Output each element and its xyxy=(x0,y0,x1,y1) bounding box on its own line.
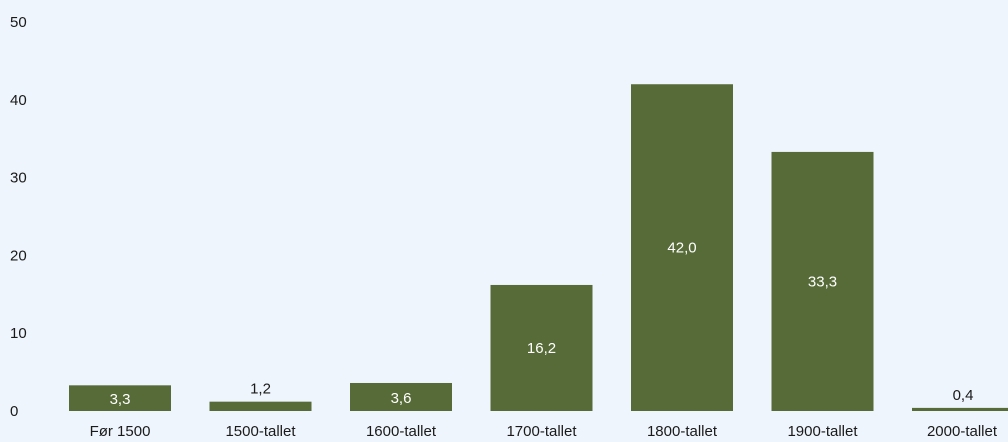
x-tick-label: 1800-tallet xyxy=(647,423,718,440)
bar xyxy=(69,385,171,411)
data-label: 0,4 xyxy=(953,387,974,404)
y-tick-label: 0 xyxy=(10,403,18,420)
bar xyxy=(771,151,874,411)
x-tick-label: 2000-tallet xyxy=(927,423,998,440)
data-label: 3,3 xyxy=(110,391,131,408)
x-tick-label: 1600-tallet xyxy=(366,423,437,440)
y-tick-label: 20 xyxy=(10,247,27,264)
data-label: 33,3 xyxy=(808,273,837,290)
y-tick-label: 30 xyxy=(10,170,27,187)
y-axis: 0 10 20 30 40 50 xyxy=(10,14,27,420)
x-tick-label: 1900-tallet xyxy=(787,423,858,440)
data-label: 42,0 xyxy=(667,240,696,257)
data-label: 16,2 xyxy=(527,340,556,357)
bar xyxy=(209,401,312,411)
bar xyxy=(912,407,1008,411)
y-tick-label: 10 xyxy=(10,325,27,342)
x-tick-label: Før 1500 xyxy=(90,423,151,440)
x-axis: Før 1500 1500-tallet 1600-tallet 1700-talle… xyxy=(90,423,998,440)
y-tick-label: 40 xyxy=(10,92,27,109)
data-label: 3,6 xyxy=(391,390,412,407)
bars: 3,3 1,2 3,6 16,2 42,0 33,3 0,4 xyxy=(69,84,1008,412)
bar xyxy=(350,382,452,411)
y-tick-label: 50 xyxy=(10,14,27,31)
bar xyxy=(490,284,593,411)
data-label: 1,2 xyxy=(250,381,271,398)
bar xyxy=(631,84,733,412)
x-tick-label: 1700-tallet xyxy=(506,423,577,440)
x-tick-label: 1500-tallet xyxy=(225,423,296,440)
